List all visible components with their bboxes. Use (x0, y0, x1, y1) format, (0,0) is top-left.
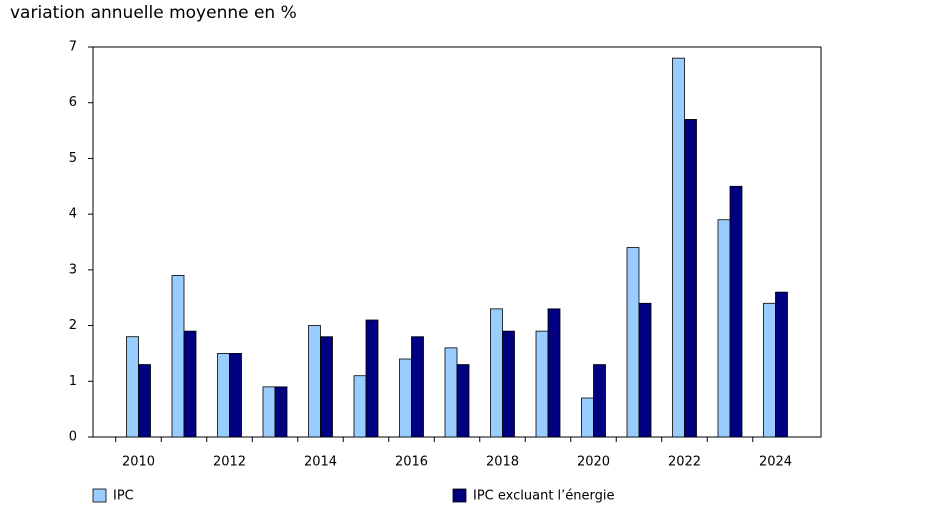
bar (729, 185, 743, 438)
bar (308, 325, 321, 438)
bar (638, 302, 652, 438)
bar (138, 364, 151, 438)
y-tick-label: 3 (69, 262, 77, 277)
bar (365, 319, 379, 438)
bar (353, 375, 367, 438)
bar (456, 364, 470, 438)
bar (535, 330, 549, 438)
bar (775, 291, 788, 438)
bar (262, 386, 276, 438)
x-tick-label: 2014 (304, 455, 337, 470)
bar (217, 353, 230, 438)
bar (411, 336, 424, 438)
bar (547, 308, 561, 438)
bar (502, 330, 515, 438)
y-tick-label: 7 (69, 40, 77, 55)
y-axis-title: variation annuelle moyenne en % (10, 3, 297, 23)
bar (320, 336, 333, 438)
bar (672, 57, 685, 438)
bar (626, 247, 640, 438)
bar (229, 353, 242, 438)
bar (444, 347, 458, 438)
x-tick-label: 2010 (122, 455, 155, 470)
legend-label: IPC (113, 489, 134, 504)
x-tick-label: 2018 (486, 455, 519, 470)
bar (274, 386, 288, 438)
y-tick-label: 4 (69, 207, 77, 222)
y-tick-label: 1 (69, 374, 77, 389)
bar (126, 336, 139, 438)
x-tick-label: 2024 (759, 455, 792, 470)
bar (171, 275, 185, 438)
y-tick-label: 2 (69, 318, 77, 333)
y-tick-label: 0 (69, 430, 77, 445)
y-tick-label: 6 (69, 95, 77, 110)
bar (399, 358, 412, 438)
legend-swatch (92, 488, 107, 503)
x-tick-label: 2016 (395, 455, 428, 470)
bar (717, 219, 731, 438)
bar (684, 119, 697, 438)
bar (763, 302, 776, 438)
bar (490, 308, 503, 438)
legend-label: IPC excluant l’énergie (473, 489, 615, 504)
x-tick-label: 2012 (213, 455, 246, 470)
x-tick-label: 2022 (668, 455, 701, 470)
bar (183, 330, 197, 438)
x-tick-label: 2020 (577, 455, 610, 470)
bar (593, 364, 606, 438)
legend-swatch (452, 488, 467, 503)
y-tick-label: 5 (69, 151, 77, 166)
bar (581, 397, 594, 438)
